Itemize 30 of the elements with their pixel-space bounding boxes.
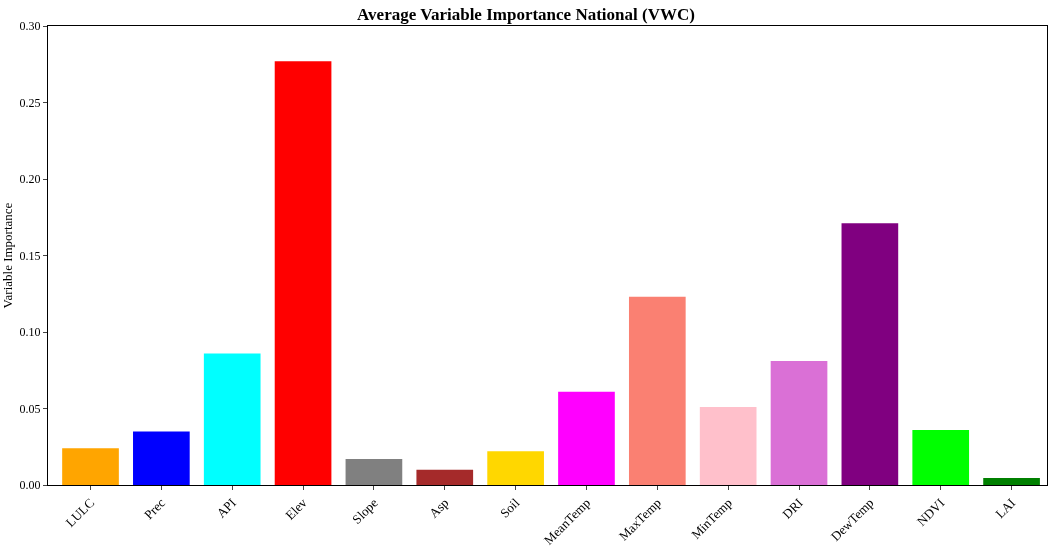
y-tick-label: 0.30 [19, 19, 41, 34]
bar [983, 478, 1040, 485]
y-tick-label: 0.10 [19, 325, 41, 340]
bar [203, 353, 261, 485]
bar [912, 429, 970, 485]
x-tick-label: API [213, 495, 239, 521]
bar [62, 448, 119, 485]
y-tick-label: 0.05 [19, 401, 41, 416]
y-tick-label: 0.25 [19, 95, 41, 110]
bar [770, 361, 828, 485]
x-tick-label: Elev [282, 494, 311, 523]
y-tick-label: 0.20 [19, 172, 41, 187]
chart-title: Average Variable Importance National (VWC) [357, 5, 695, 25]
x-tick-label: Asp [426, 495, 452, 521]
y-tick-label: 0.15 [19, 248, 41, 263]
y-axis-title: Variable Importance [0, 202, 15, 309]
bar [133, 431, 190, 485]
bar [841, 223, 899, 485]
bar [628, 296, 686, 485]
x-tick-label: DRI [779, 495, 806, 522]
x-tick-label: Prec [141, 495, 169, 523]
bar [345, 458, 403, 485]
bar [558, 391, 615, 485]
bar [487, 451, 544, 485]
y-tick-label: 0.00 [19, 478, 41, 493]
x-tick-label: Soil [496, 494, 523, 521]
bar [699, 406, 757, 485]
bar [416, 469, 474, 485]
bar [274, 61, 332, 485]
x-tick-label: LAI [992, 495, 1019, 522]
